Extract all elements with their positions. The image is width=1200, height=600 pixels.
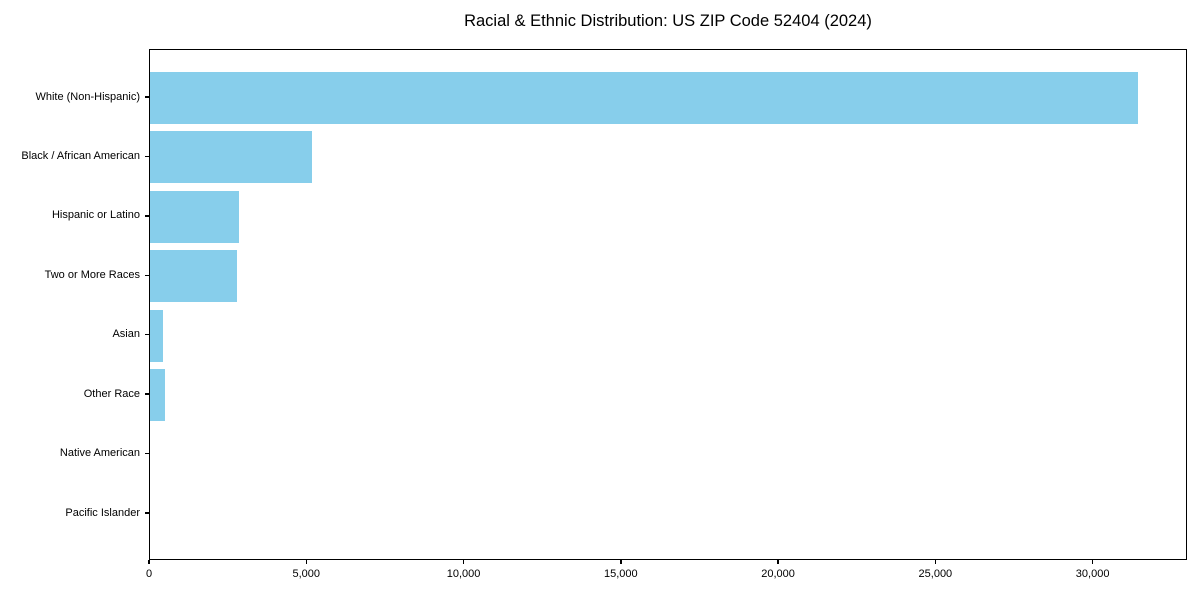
x-tick-mark [1091,560,1094,564]
y-tick-label: Pacific Islander [65,506,140,519]
x-tick-mark [620,560,622,564]
x-tick-mark [148,560,150,564]
x-tick-mark [305,560,307,564]
x-tick-mark [777,560,779,564]
y-tick-mark [145,96,149,98]
y-tick-mark [145,393,149,395]
x-tick-mark [934,560,937,564]
x-tick-label: 30,000 [1075,568,1110,580]
y-tick-mark [145,274,149,276]
x-tick-label: 15,000 [603,568,638,580]
y-tick-mark [145,155,149,158]
y-tick-mark [145,334,149,336]
y-tick-label: White (Non-Hispanic) [35,90,140,103]
plot-area [149,49,1187,560]
y-tick-label: Two or More Races [44,268,140,281]
x-tick-label: 25,000 [918,568,953,580]
bar [150,309,164,362]
y-tick-mark [145,215,149,217]
y-tick-mark [145,512,149,514]
y-tick-label: Other Race [83,387,140,400]
bar [150,250,238,303]
x-tick-mark [462,560,465,564]
x-tick-label: 10,000 [446,568,481,580]
y-tick-label: Hispanic or Latino [51,209,140,222]
x-tick-label: 0 [145,568,153,580]
y-tick-label: Asian [112,328,140,341]
bar [150,190,239,243]
bar [150,369,165,422]
bar [150,131,312,184]
y-tick-label: Black / African American [21,149,140,162]
y-tick-mark [145,452,149,455]
bar [150,72,1138,124]
bars-layer [150,50,1186,559]
chart-title: Racial & Ethnic Distribution: US ZIP Cod… [464,12,872,30]
x-tick-label: 20,000 [761,568,795,580]
y-tick-label: Native American [59,447,140,460]
x-tick-label: 5,000 [292,568,321,580]
